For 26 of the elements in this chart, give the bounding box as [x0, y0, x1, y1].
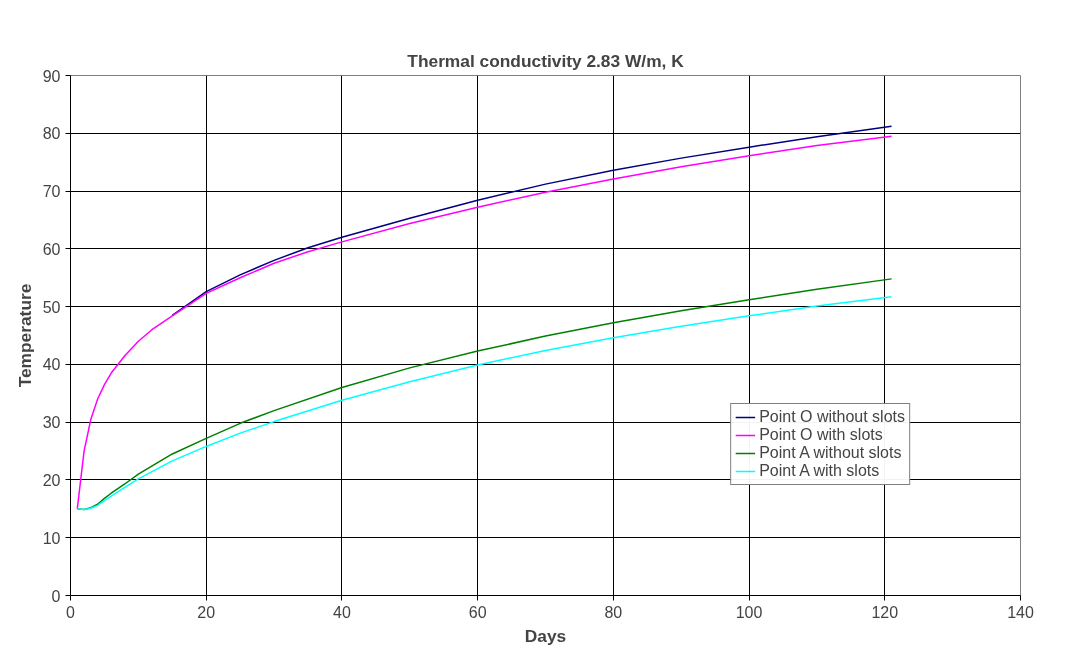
y-tick-label: 40: [42, 356, 61, 374]
y-tick-label: 60: [42, 240, 61, 258]
legend-label: Point A without slots: [759, 444, 902, 462]
chart-title: Thermal conductivity 2.83 W/m, K: [407, 50, 685, 71]
y-tick-label: 10: [42, 529, 61, 547]
legend-label: Point O without slots: [759, 408, 905, 426]
y-tick-label: 80: [42, 125, 61, 143]
x-tick-label: 40: [333, 603, 351, 621]
line-series: [171, 125, 893, 317]
x-tick-label: 100: [735, 603, 763, 621]
x-tick-label: 20: [197, 603, 216, 621]
y-axis-title: Temperature: [14, 283, 35, 388]
y-tick-label: 0: [51, 587, 61, 605]
x-tick-label: 80: [604, 603, 623, 621]
x-tick-label: 0: [66, 603, 76, 621]
y-tick-label: 90: [42, 67, 61, 85]
y-tick-label: 20: [42, 471, 61, 489]
y-tick-label: 70: [42, 183, 61, 201]
y-tick-label: 50: [42, 298, 61, 316]
x-tick-label: 120: [871, 603, 899, 621]
legend-label: Point A with slots: [759, 462, 880, 480]
x-axis-title: Days: [524, 625, 567, 646]
y-tick-label: 30: [42, 414, 61, 432]
x-tick-label: 60: [468, 603, 487, 621]
x-tick-label: 140: [1007, 603, 1034, 621]
legend-label: Point O with slots: [759, 426, 883, 444]
